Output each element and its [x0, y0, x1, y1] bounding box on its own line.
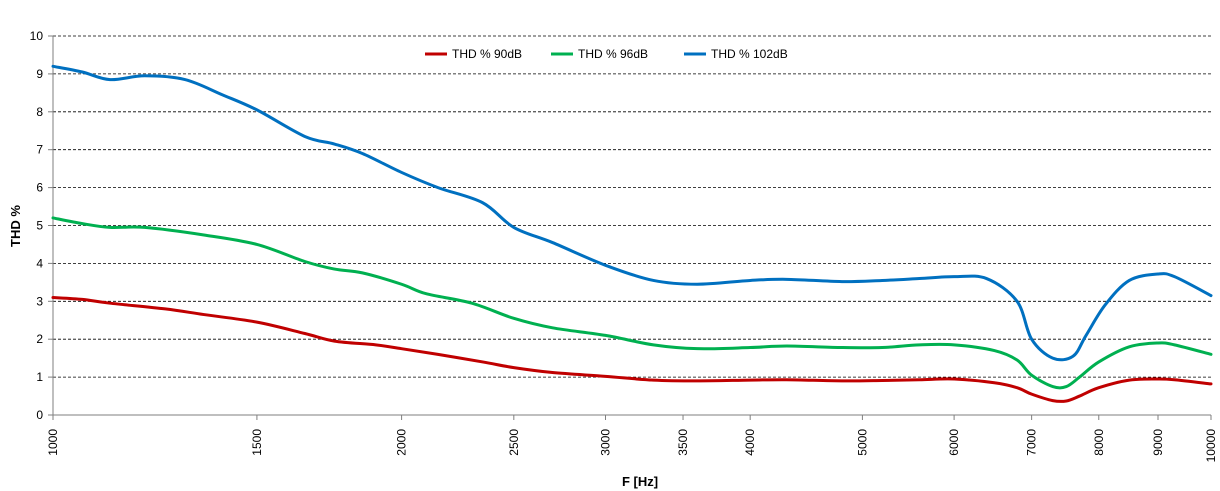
- x-tick-label: 5000: [855, 429, 869, 456]
- y-tick-label: 2: [36, 332, 43, 346]
- legend-label: THD % 96dB: [578, 47, 648, 61]
- y-tick-label: 3: [36, 294, 43, 308]
- x-tick-label: 4000: [743, 429, 757, 456]
- x-tick-label: 9000: [1151, 429, 1165, 456]
- x-tick-label: 7000: [1025, 429, 1039, 456]
- x-tick-label: 2500: [507, 429, 521, 456]
- series-lines: [51, 64, 1213, 403]
- series-line: [51, 296, 1213, 403]
- x-axis-title: F [Hz]: [622, 474, 658, 489]
- x-tick-label: 6000: [947, 429, 961, 456]
- y-tick-label: 5: [36, 219, 43, 233]
- x-tick-label: 3000: [599, 429, 613, 456]
- x-tick-label: 3500: [676, 429, 690, 456]
- y-tick-label: 1: [36, 370, 43, 384]
- axes: [52, 36, 1211, 416]
- legend-label: THD % 102dB: [711, 47, 788, 61]
- y-tick-label: 7: [36, 143, 43, 157]
- gridlines: [53, 35, 1211, 378]
- x-tick-label: 10000: [1204, 429, 1218, 463]
- series-line: [51, 64, 1213, 362]
- legend: THD % 90dB THD % 96dB THD % 102dB: [425, 47, 788, 61]
- y-axis-title: THD %: [8, 205, 23, 247]
- y-tick-label: 9: [36, 67, 43, 81]
- y-tick-label: 10: [30, 29, 44, 43]
- x-tick-label: 1000: [46, 429, 60, 456]
- y-tick-label: 0: [36, 408, 43, 422]
- x-tick-label: 8000: [1092, 429, 1106, 456]
- y-tick-label: 6: [36, 181, 43, 195]
- y-axis-ticks: 0 1 2 3 4 5 6 7 8 9 10: [30, 29, 53, 422]
- y-tick-label: 4: [36, 256, 43, 270]
- x-tick-label: 1500: [250, 429, 264, 456]
- legend-label: THD % 90dB: [452, 47, 522, 61]
- y-tick-label: 8: [36, 105, 43, 119]
- series-line: [51, 216, 1213, 390]
- x-tick-label: 2000: [395, 429, 409, 456]
- x-axis-ticks: 1000 1500 2000 2500 3000 3500 4000 5000 6000 7000…: [46, 415, 1218, 462]
